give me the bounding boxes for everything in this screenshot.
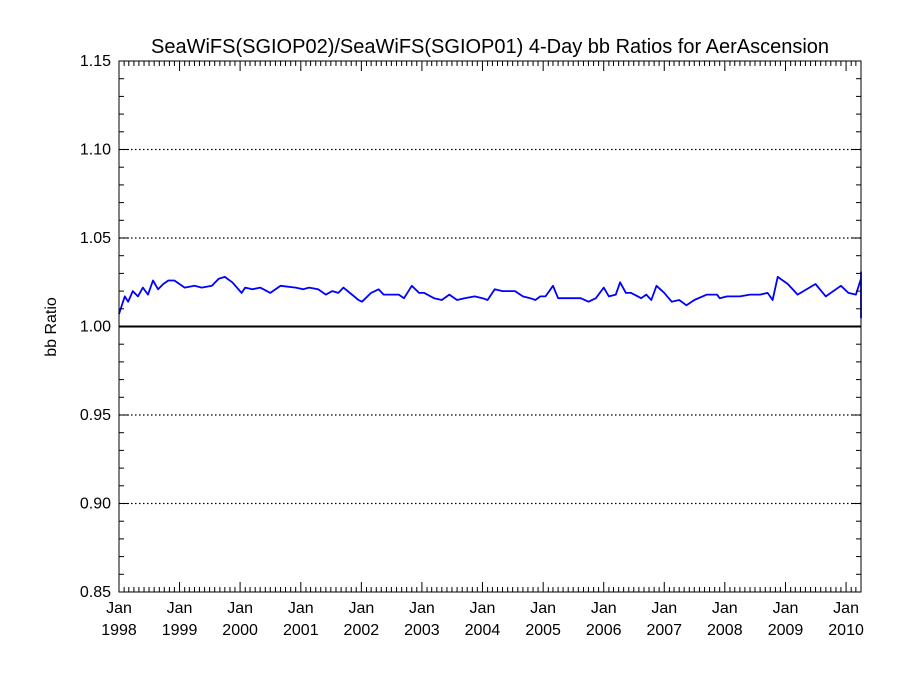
- series-group: [118, 271, 862, 319]
- x-tick-label: 2004: [465, 622, 501, 639]
- x-tick-label: 2005: [525, 622, 561, 639]
- y-tick-label: 1.05: [80, 230, 111, 247]
- x-tick-label: Jan: [348, 600, 374, 617]
- x-tick-label: Jan: [712, 600, 738, 617]
- x-tick-label: 2002: [344, 622, 380, 639]
- x-tick-label: Jan: [288, 600, 314, 617]
- x-tick-label: Jan: [591, 600, 617, 617]
- y-tick-label: 0.95: [80, 407, 111, 424]
- y-tick-label: 0.90: [80, 496, 111, 513]
- x-tick-label: 2006: [586, 622, 622, 639]
- x-tick-label: 2001: [283, 622, 319, 639]
- x-tick-label: Jan: [651, 600, 677, 617]
- x-tick-label: Jan: [167, 600, 193, 617]
- x-tick-label: Jan: [227, 600, 253, 617]
- x-tick-label: Jan: [106, 600, 132, 617]
- x-tick-label: 1999: [162, 622, 198, 639]
- x-tick-label: 2000: [222, 622, 258, 639]
- y-axis-title: bb Ratio: [43, 297, 60, 357]
- chart-title: SeaWiFS(SGIOP02)/SeaWiFS(SGIOP01) 4-Day …: [151, 36, 829, 58]
- x-tick-label: 1998: [101, 622, 137, 639]
- x-tick-label: Jan: [773, 600, 799, 617]
- x-tick-label: 2008: [707, 622, 743, 639]
- x-tick-label: 2009: [768, 622, 804, 639]
- y-axis-ticks: 0.85 0.90 0.95 1.00 1.05 1.10 1.15: [80, 53, 861, 601]
- y-tick-label: 1.00: [80, 319, 111, 336]
- series-line: [118, 271, 862, 319]
- x-tick-label: Jan: [470, 600, 496, 617]
- y-tick-label: 0.85: [80, 584, 111, 601]
- x-tick-label: 2007: [646, 622, 682, 639]
- x-tick-label: Jan: [833, 600, 859, 617]
- y-tick-label: 1.15: [80, 53, 111, 70]
- x-axis-ticks: Jan 1998 Jan 1999 Jan 2000 Jan 2001 Jan 2002 Jan 20…: [101, 61, 864, 639]
- x-tick-label: 2003: [404, 622, 440, 639]
- x-tick-label: Jan: [530, 600, 556, 617]
- y-tick-label: 1.10: [80, 142, 111, 159]
- x-tick-label: 2010: [828, 622, 864, 639]
- x-tick-label: Jan: [409, 600, 435, 617]
